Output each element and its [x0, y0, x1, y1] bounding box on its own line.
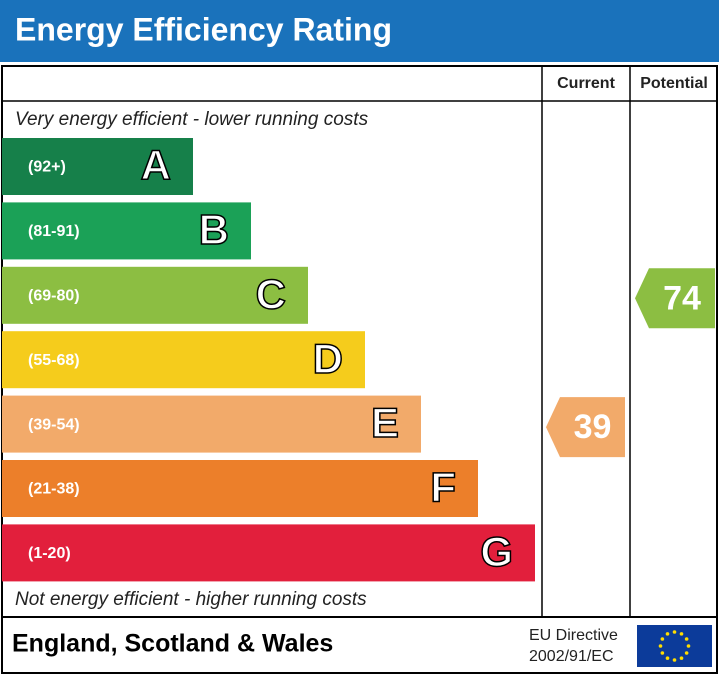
band-bar — [2, 138, 193, 195]
rating-value: 39 — [574, 408, 612, 446]
flag-star — [660, 651, 665, 655]
flag-star — [665, 632, 670, 636]
title: Energy Efficiency Rating — [15, 11, 392, 47]
top-note: Very energy efficient - lower running co… — [15, 109, 369, 130]
flag-star — [658, 644, 663, 648]
column-header: Current — [557, 75, 615, 92]
header-bar — [0, 0, 719, 62]
band-letter: B — [199, 206, 229, 253]
band-bar — [2, 266, 308, 324]
bottom-note: Not energy efficient - higher running co… — [15, 589, 367, 610]
flag-star — [686, 644, 691, 648]
band-letter: E — [371, 399, 399, 446]
band-letter: C — [256, 270, 286, 317]
flag-star — [684, 637, 689, 641]
flag-star — [672, 630, 677, 634]
flag-star — [679, 656, 684, 660]
directive: EU Directive — [529, 627, 618, 644]
band-bar — [2, 524, 535, 582]
band-letter: F — [430, 464, 456, 511]
flag-star — [672, 658, 677, 662]
band-range: (92+) — [28, 159, 66, 176]
flag-star — [684, 651, 689, 655]
eu-flag — [637, 625, 712, 667]
band-bar — [2, 202, 251, 260]
directive: 2002/91/EC — [529, 648, 614, 665]
band-range: (69-80) — [28, 288, 80, 305]
band-range: (81-91) — [28, 223, 80, 240]
band-range: (1-20) — [28, 545, 71, 562]
rating-arrow — [635, 268, 715, 329]
flag-star — [665, 656, 670, 660]
band-range: (39-54) — [28, 416, 80, 433]
band-range: (55-68) — [28, 352, 80, 369]
band-letter: A — [141, 142, 171, 189]
flag-star — [660, 637, 665, 641]
rating-value: 74 — [663, 279, 701, 317]
band-bar — [2, 460, 478, 517]
rating-arrow — [546, 397, 625, 458]
band-range: (21-38) — [28, 481, 80, 498]
band-bar — [2, 331, 365, 389]
band-letter: G — [480, 528, 513, 575]
column-header: Potential — [640, 75, 708, 92]
band-bar — [2, 395, 421, 453]
flag-star — [679, 632, 684, 636]
region: England, Scotland & Wales — [12, 630, 333, 658]
band-letter: D — [313, 335, 343, 382]
